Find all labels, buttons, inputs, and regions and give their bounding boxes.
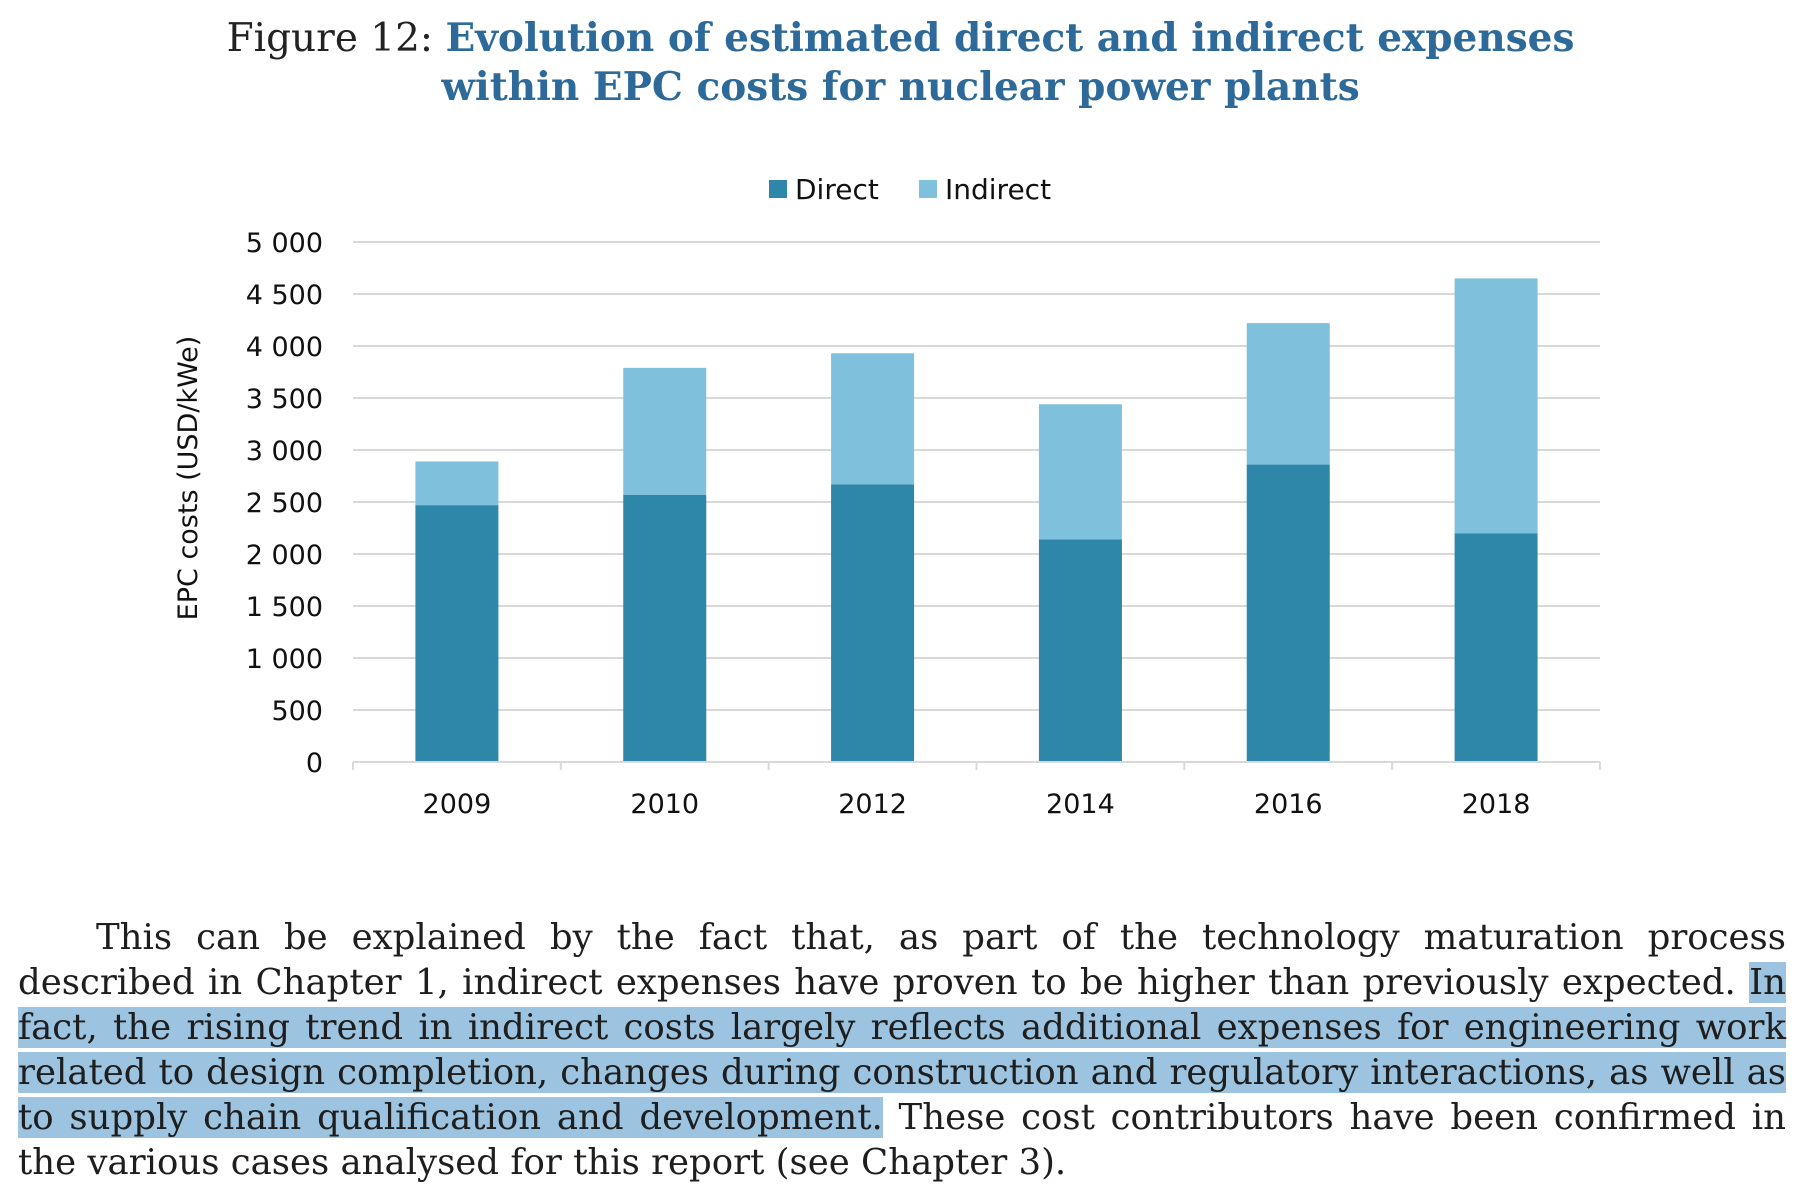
paragraph-text-after: These cost contributors have been confir… (18, 1097, 1786, 1183)
x-tick-label: 2009 (423, 789, 492, 820)
figure-title-line-1: Figure 12: Evolution of estimated direct… (0, 14, 1801, 63)
y-tick-label: 2 500 (246, 488, 323, 519)
bar-direct-2009 (415, 505, 499, 762)
x-tick-label: 2014 (1046, 789, 1115, 820)
figure-title-line-2: within EPC costs for nuclear power plant… (0, 63, 1801, 112)
body-paragraph: This can be explained by the fact that, … (18, 915, 1786, 1185)
figure-title: Figure 12: Evolution of estimated direct… (0, 14, 1801, 112)
figure-label: Figure 12: (226, 16, 446, 61)
bar-indirect-2009 (415, 461, 499, 506)
bar-direct-2014 (1038, 539, 1122, 762)
paragraph-text-before: This can be explained by the fact that, … (18, 917, 1786, 1003)
legend-swatch-direct (769, 180, 787, 198)
bar-indirect-2018 (1454, 278, 1538, 534)
y-tick-label: 500 (271, 696, 323, 727)
y-axis-ticks: 0 500 1 000 1 500 2 000 2 500 3 000 3 500 4 000 4… (246, 228, 323, 779)
bar-direct-2012 (831, 484, 915, 762)
chart-legend: Direct Indirect (769, 173, 1051, 206)
x-tick-label: 2010 (630, 789, 699, 820)
bar-direct-2016 (1246, 464, 1330, 762)
y-tick-label: 5 000 (246, 228, 323, 259)
bar-indirect-2012 (831, 353, 915, 485)
legend-swatch-indirect (919, 180, 937, 198)
y-tick-label: 2 000 (246, 540, 323, 571)
x-tick-label: 2016 (1254, 789, 1323, 820)
y-tick-label: 1 000 (246, 644, 323, 675)
bar-indirect-2010 (623, 367, 707, 495)
y-tick-label: 0 (306, 748, 323, 779)
legend-label-indirect: Indirect (945, 173, 1051, 206)
y-tick-label: 3 500 (246, 384, 323, 415)
x-axis: 2009 2010 2012 2014 2016 2018 (352, 761, 1601, 820)
chart-bars (415, 278, 1538, 762)
figure-title-text-1: Evolution of estimated direct and indire… (445, 15, 1575, 61)
bar-direct-2010 (623, 494, 707, 762)
chart-gridlines (353, 241, 1600, 711)
bar-indirect-2014 (1038, 404, 1122, 540)
figure-title-text-2: within EPC costs for nuclear power plant… (441, 64, 1360, 110)
y-tick-label: 4 000 (246, 332, 323, 363)
y-tick-label: 3 000 (246, 436, 323, 467)
x-tick-label: 2012 (838, 789, 907, 820)
bar-indirect-2016 (1246, 323, 1330, 465)
y-axis-label: EPC costs (USD/kWe) (173, 336, 204, 621)
stacked-bar-chart: Direct Indirect 0 500 1 000 1 500 2 000 2 500 3… (173, 173, 1601, 820)
y-tick-label: 1 500 (246, 592, 323, 623)
bar-direct-2018 (1454, 533, 1538, 762)
y-tick-label: 4 500 (246, 280, 323, 311)
x-tick-label: 2018 (1462, 789, 1531, 820)
legend-label-direct: Direct (795, 173, 879, 206)
